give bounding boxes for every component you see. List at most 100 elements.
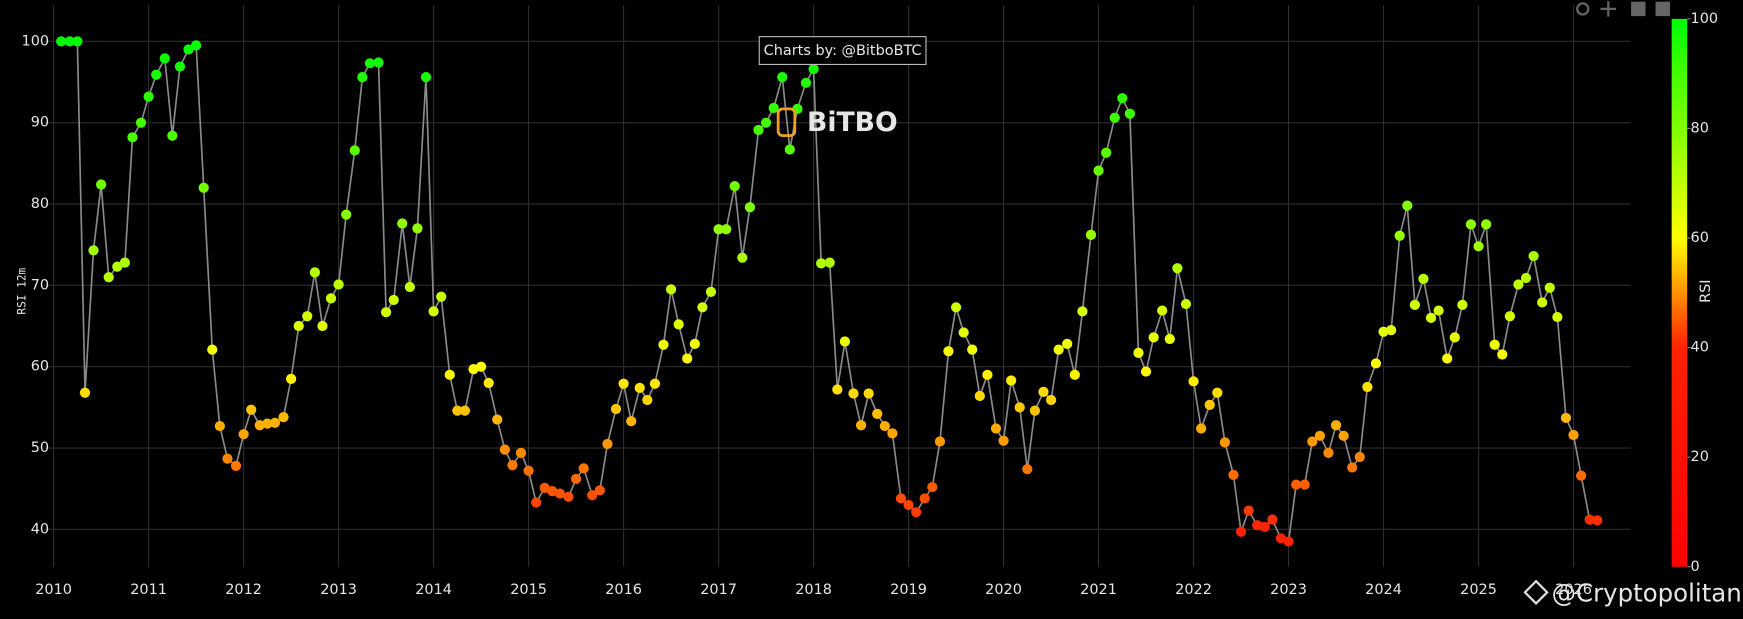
marker [1576, 470, 1587, 481]
marker [863, 388, 874, 399]
marker [1418, 273, 1429, 284]
marker [302, 311, 313, 322]
marker [1140, 366, 1152, 377]
zoom-in-icon[interactable] [1631, 1, 1646, 17]
marker [705, 286, 717, 297]
marker [1354, 451, 1365, 463]
x-tick-label: 2019 [890, 582, 927, 598]
marker [88, 245, 99, 256]
marker [1568, 429, 1579, 441]
marker [777, 72, 788, 83]
marker [1243, 505, 1254, 516]
marker [1378, 326, 1389, 337]
marker [697, 302, 708, 313]
marker [1053, 344, 1064, 355]
marker [934, 436, 946, 447]
marker [824, 257, 835, 268]
marker [1394, 230, 1405, 241]
marker [1014, 402, 1025, 413]
marker [1291, 479, 1302, 490]
marker [1204, 399, 1215, 411]
marker [436, 291, 447, 302]
marker [1038, 386, 1049, 398]
marker [507, 459, 518, 471]
marker [198, 182, 209, 193]
marker [911, 507, 922, 518]
marker [404, 281, 415, 293]
marker [713, 224, 724, 235]
marker [1219, 437, 1231, 448]
marker [444, 369, 455, 380]
marker [230, 460, 242, 472]
marker [1449, 332, 1460, 343]
marker [1457, 299, 1468, 310]
marker [112, 261, 123, 272]
marker [1077, 306, 1088, 317]
marker [79, 387, 91, 398]
marker [459, 405, 471, 416]
marker [879, 420, 890, 432]
annotation: Charts by: @BitboBTC [764, 43, 922, 59]
y-tick-label: 40 [31, 521, 49, 537]
marker [1338, 430, 1349, 441]
marker [570, 473, 582, 485]
colorbar-tick-label: 60 [1691, 230, 1709, 246]
marker [214, 420, 225, 432]
colorbar-tick-label: 100 [1691, 11, 1719, 27]
zoom-out-icon[interactable] [1655, 1, 1670, 17]
pan-icon[interactable] [1600, 1, 1617, 17]
marker [1172, 263, 1183, 274]
marker [1196, 423, 1207, 434]
marker [278, 411, 289, 423]
marker [1157, 305, 1168, 316]
zoom-icon[interactable] [1576, 2, 1590, 16]
marker [1085, 229, 1097, 241]
marker [380, 307, 392, 318]
marker [1069, 369, 1080, 380]
marker [721, 224, 732, 235]
x-tick-label: 2015 [510, 582, 547, 598]
marker [499, 444, 510, 455]
x-tick-label: 2025 [1460, 582, 1497, 598]
marker [1347, 462, 1358, 473]
marker [1228, 469, 1239, 480]
marker [475, 361, 487, 372]
marker [515, 447, 527, 459]
marker [673, 319, 684, 330]
marker [642, 394, 653, 406]
marker [531, 497, 542, 508]
colorbar-tick-label: 40 [1691, 340, 1709, 356]
marker [207, 344, 218, 355]
marker [1362, 381, 1373, 393]
marker [587, 490, 598, 501]
marker [262, 418, 273, 429]
marker [1133, 347, 1144, 358]
marker [119, 257, 130, 268]
marker [64, 36, 75, 47]
marker [1045, 394, 1057, 406]
marker [1109, 112, 1120, 123]
marker [452, 405, 463, 416]
marker [768, 102, 779, 114]
marker [808, 63, 819, 75]
x-tick-label: 2023 [1270, 582, 1307, 598]
marker [325, 293, 337, 304]
marker [919, 493, 930, 504]
marker [246, 404, 257, 415]
marker [816, 258, 827, 269]
marker [254, 420, 265, 431]
marker [183, 44, 194, 55]
marker [1386, 324, 1397, 336]
marker [974, 390, 985, 402]
marker [554, 488, 566, 499]
marker [626, 416, 637, 427]
marker [1307, 436, 1318, 447]
marker [982, 369, 993, 380]
logo-text: BiTBO [807, 107, 898, 138]
marker [1473, 241, 1484, 252]
marker [744, 202, 756, 213]
marker [760, 117, 772, 128]
watermark-icon [1523, 579, 1549, 606]
marker [333, 279, 344, 290]
y-axis-label: RSI 12m [15, 267, 28, 314]
